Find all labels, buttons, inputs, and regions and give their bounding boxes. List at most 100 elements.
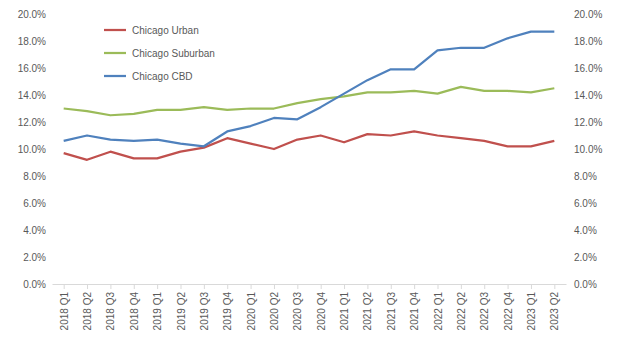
tick: 2023 Q1 (526, 284, 537, 330)
legend-swatch (104, 75, 126, 77)
tick: 2020 Q1 (246, 284, 257, 330)
tick-label: 2020 Q1 (246, 292, 257, 331)
axis-line (566, 15, 567, 285)
tick: 2.0% (566, 252, 597, 263)
tick: 2018 Q2 (82, 284, 93, 330)
lines (64, 32, 555, 160)
tick: 4.0% (23, 225, 52, 236)
tick: 8.0% (566, 171, 597, 182)
tick-mark (274, 284, 275, 289)
tick-mark (157, 284, 158, 289)
tick-mark (297, 284, 298, 289)
tick: 12.0% (18, 117, 52, 128)
series-line (64, 32, 555, 147)
tick-label: 8.0% (23, 171, 46, 182)
tick-label: 2018 Q3 (105, 292, 116, 331)
y-axis: 0.0%2.0%4.0%6.0%8.0%10.0%12.0%14.0%16.0%… (18, 9, 53, 290)
tick: 18.0% (18, 36, 52, 47)
tick-label: 4.0% (574, 225, 597, 236)
tick-label: 2020 Q4 (316, 292, 327, 331)
tick-label: 18.0% (18, 36, 46, 47)
tick-label: 2018 Q4 (129, 292, 140, 331)
tick: 6.0% (566, 198, 597, 209)
tick: 2020 Q2 (269, 284, 280, 330)
axis-line (53, 284, 567, 285)
tick-label: 2019 Q4 (222, 292, 233, 331)
tick-label: 18.0% (574, 36, 602, 47)
tick-label: 2018 Q2 (82, 292, 93, 331)
tick: 4.0% (566, 225, 597, 236)
tick-mark (227, 284, 228, 289)
y2-axis: 0.0%2.0%4.0%6.0%8.0%10.0%12.0%14.0%16.0%… (566, 9, 602, 290)
tick-label: 14.0% (18, 90, 46, 101)
tick-label: 20.0% (18, 9, 46, 20)
tick: 8.0% (23, 171, 52, 182)
tick: 10.0% (18, 144, 52, 155)
tick: 2022 Q3 (479, 284, 490, 330)
tick-label: 2021 Q2 (362, 292, 373, 331)
tick-label: 2021 Q4 (409, 292, 420, 331)
tick: 16.0% (566, 63, 602, 74)
tick-mark (204, 284, 205, 289)
tick-label: 2019 Q2 (176, 292, 187, 331)
tick-label: 2019 Q1 (152, 292, 163, 331)
tick-label: 0.0% (574, 279, 597, 290)
tick: 12.0% (566, 117, 602, 128)
tick-label: 2022 Q2 (456, 292, 467, 331)
tick: 10.0% (566, 144, 602, 155)
tick-mark (461, 284, 462, 289)
tick-label: 2018 Q1 (59, 292, 70, 331)
legend-label: Chicago Suburban (132, 48, 215, 59)
legend-item: Chicago Suburban (104, 48, 215, 59)
tick: 2022 Q2 (456, 284, 467, 330)
tick-label: 16.0% (574, 63, 602, 74)
tick: 20.0% (18, 9, 52, 20)
tick: 2022 Q4 (503, 284, 514, 330)
tick-label: 6.0% (574, 198, 597, 209)
tick-label: 2.0% (574, 252, 597, 263)
tick-mark (554, 284, 555, 289)
tick: 16.0% (18, 63, 52, 74)
tick: 2021 Q1 (339, 284, 350, 330)
tick-mark (484, 284, 485, 289)
tick: 2021 Q3 (386, 284, 397, 330)
tick: 2.0% (23, 252, 52, 263)
tick-mark (321, 284, 322, 289)
plot: 0.0% 2.0% 4.0% 6.0% 8.0% 10.0% 12.0% 14.0% 16.0%… (18, 9, 603, 331)
tick: 2023 Q2 (549, 284, 560, 330)
tick: 0.0% (566, 279, 597, 290)
tick-mark (251, 284, 252, 289)
tick-label: 2019 Q3 (199, 292, 210, 331)
tick-label: 2.0% (23, 252, 46, 263)
legend-label: Chicago Urban (132, 25, 199, 36)
tick-label: 2020 Q2 (269, 292, 280, 331)
tick: 2021 Q4 (409, 284, 420, 330)
series-line (64, 131, 555, 159)
tick-label: 2022 Q4 (503, 292, 514, 331)
tick: 2020 Q4 (316, 284, 327, 330)
tick-label: 6.0% (23, 198, 46, 209)
tick-label: 16.0% (18, 63, 46, 74)
tick: 6.0% (23, 198, 52, 209)
tick-mark (87, 284, 88, 289)
tick: 2020 Q3 (292, 284, 303, 330)
tick-mark (134, 284, 135, 289)
tick: 2021 Q2 (362, 284, 373, 330)
tick-label: 2023 Q2 (549, 292, 560, 331)
tick: 2019 Q4 (222, 284, 233, 330)
legend-swatch (104, 29, 126, 31)
tick: 2019 Q1 (152, 284, 163, 330)
tick-mark (181, 284, 182, 289)
legend: Chicago Urban Chicago Suburban Chicago CBD (104, 25, 215, 82)
tick-label: 2020 Q3 (292, 292, 303, 331)
series-line (64, 87, 555, 115)
tick-label: 2022 Q3 (479, 292, 490, 331)
tick: 2018 Q1 (59, 284, 70, 330)
tick-mark (531, 284, 532, 289)
legend-label: Chicago CBD (132, 71, 193, 82)
axis-line (52, 15, 53, 285)
legend-swatch (104, 52, 126, 54)
tick: 14.0% (18, 90, 52, 101)
tick-mark (438, 284, 439, 289)
tick-mark (367, 284, 368, 289)
